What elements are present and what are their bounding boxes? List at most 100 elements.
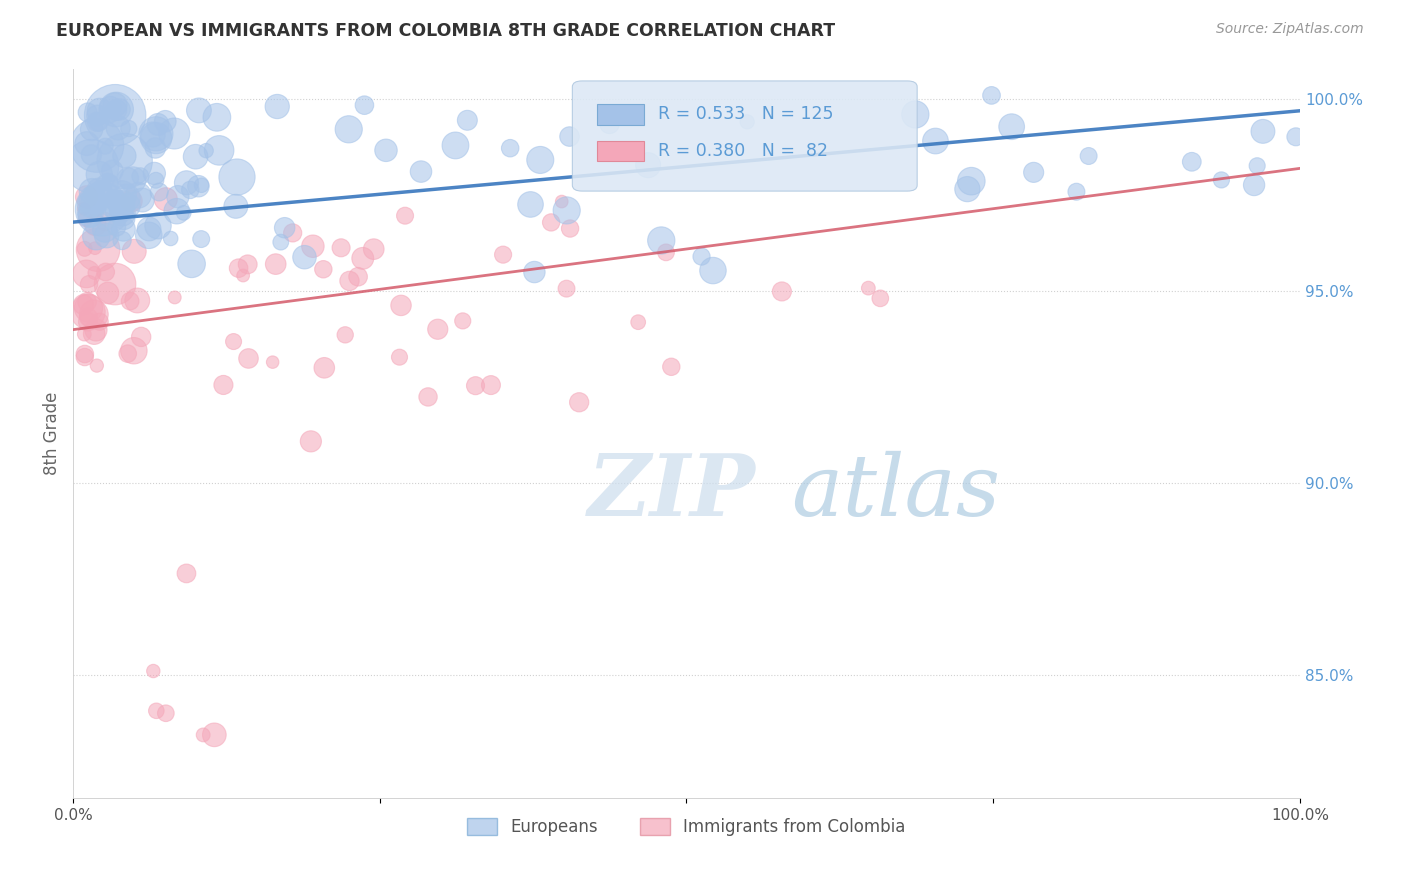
Point <box>273 220 295 235</box>
Point <box>690 250 713 264</box>
Point <box>163 127 186 141</box>
Point <box>122 343 145 358</box>
Point <box>627 315 650 329</box>
Point <box>76 190 98 204</box>
Point <box>117 171 139 186</box>
Point <box>100 100 122 114</box>
Point <box>394 209 416 223</box>
Point <box>195 144 218 158</box>
Point <box>87 115 110 129</box>
Text: Source: ZipAtlas.com: Source: ZipAtlas.com <box>1216 22 1364 37</box>
Point <box>540 215 562 229</box>
Point <box>176 566 198 581</box>
Point <box>143 141 166 155</box>
Point <box>409 164 432 178</box>
Point <box>314 360 336 375</box>
Point <box>339 274 361 288</box>
Point <box>226 169 249 184</box>
Point <box>264 257 287 271</box>
Point <box>94 139 117 153</box>
Point <box>375 144 398 158</box>
FancyBboxPatch shape <box>598 104 644 125</box>
Point <box>114 154 136 169</box>
Point <box>76 136 98 151</box>
Point <box>77 310 100 325</box>
Point <box>1022 165 1045 179</box>
Point <box>94 223 117 237</box>
Point <box>1251 124 1274 138</box>
Point <box>112 211 135 226</box>
Point <box>363 242 385 256</box>
Point <box>120 294 142 309</box>
Point <box>84 229 107 244</box>
Point <box>193 728 215 742</box>
Point <box>159 231 181 245</box>
Point <box>1211 173 1233 187</box>
Point <box>146 117 169 131</box>
Point <box>82 195 104 210</box>
Point <box>205 111 228 125</box>
Point <box>145 127 167 141</box>
Point <box>330 241 353 255</box>
Point <box>519 197 541 211</box>
Point <box>145 173 167 187</box>
Point <box>212 378 235 392</box>
Point <box>97 285 120 300</box>
Point <box>86 115 108 129</box>
Point <box>456 113 478 128</box>
Point <box>112 149 135 163</box>
Point <box>79 209 101 223</box>
Point <box>650 234 672 248</box>
Point <box>111 234 134 248</box>
Point <box>225 199 247 213</box>
Point <box>238 351 260 366</box>
FancyBboxPatch shape <box>572 81 917 191</box>
Point <box>155 706 177 721</box>
Point <box>236 257 259 271</box>
Text: R = 0.380   N =  82: R = 0.380 N = 82 <box>658 142 828 160</box>
Point <box>103 198 125 212</box>
Point <box>155 192 177 206</box>
Point <box>87 243 110 257</box>
Point <box>702 263 724 277</box>
Point <box>111 188 134 202</box>
Point <box>107 205 129 219</box>
Point <box>187 103 209 118</box>
Point <box>142 664 165 678</box>
Text: R = 0.533   N = 125: R = 0.533 N = 125 <box>658 105 834 123</box>
Point <box>499 141 522 155</box>
Point <box>86 138 108 153</box>
Point <box>228 261 250 276</box>
Point <box>79 206 101 220</box>
Point <box>1246 159 1268 173</box>
Point <box>180 257 202 271</box>
Text: EUROPEAN VS IMMIGRANTS FROM COLOMBIA 8TH GRADE CORRELATION CHART: EUROPEAN VS IMMIGRANTS FROM COLOMBIA 8TH… <box>56 22 835 40</box>
Point <box>89 168 111 182</box>
Point <box>112 222 135 236</box>
Point <box>1001 120 1024 134</box>
Point <box>464 378 486 392</box>
Point <box>94 265 117 279</box>
Point <box>73 242 96 256</box>
Point <box>529 153 551 167</box>
Point <box>76 315 98 329</box>
Point <box>388 350 411 364</box>
Point <box>80 122 103 136</box>
Point <box>131 193 153 207</box>
Point <box>179 183 201 197</box>
Point <box>163 290 186 304</box>
Point <box>80 148 103 162</box>
Point <box>79 197 101 211</box>
Point <box>138 228 160 243</box>
Point <box>1243 178 1265 192</box>
Point <box>208 144 231 158</box>
Point <box>138 222 160 236</box>
Point <box>143 166 166 180</box>
Point <box>77 305 100 319</box>
Point <box>353 98 375 112</box>
Point <box>83 307 105 321</box>
Point <box>127 188 149 202</box>
Point <box>166 204 188 219</box>
Point <box>924 134 946 148</box>
Point <box>89 315 111 329</box>
